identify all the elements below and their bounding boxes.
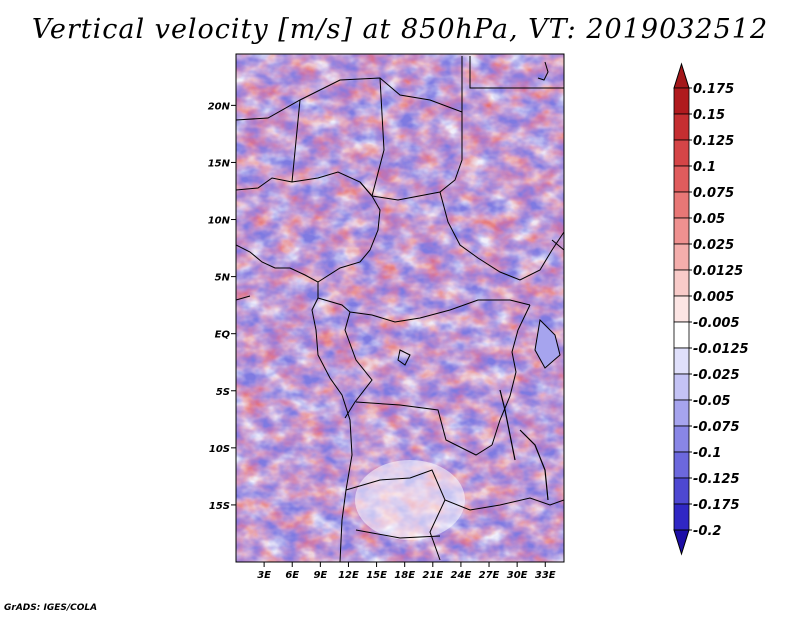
colorbar-label: -0.0125 [693, 342, 749, 357]
colorbar-label: 0.005 [693, 290, 734, 305]
colorbar-label: -0.05 [693, 394, 730, 409]
lat-label: 5S [216, 387, 230, 398]
colorbar-label: 0.175 [693, 82, 734, 97]
colorbar-min-arrow [673, 529, 690, 556]
colorbar-label: -0.025 [693, 368, 740, 383]
lon-label: 15E [366, 570, 387, 581]
lon-label: 9E [313, 570, 327, 581]
longitude-axis: 3E 6E 9E 12E 15E 18E 21E 24E 27E 30E 33E [257, 562, 556, 581]
colorbar-segment [673, 243, 690, 271]
latitude-axis: 20N 15N 10N 5N EQ 5S 10S 15S [208, 101, 236, 512]
colorbar-label: 0.1 [693, 160, 716, 175]
lon-label: 24E [451, 570, 472, 581]
colorbar-segment [673, 87, 690, 115]
colorbar-segment [673, 191, 690, 219]
lon-label: 30E [507, 570, 528, 581]
lon-label: 33E [535, 570, 556, 581]
lon-label: 27E [479, 570, 500, 581]
colorbar: 0.175 0.15 0.125 0.1 0.075 0.05 0.025 0.0125 0.0… [673, 62, 749, 556]
colorbar-label: -0.1 [693, 446, 721, 461]
colorbar-segment [673, 269, 690, 297]
colorbar-segment [673, 477, 690, 505]
lat-label: 10S [209, 444, 230, 455]
colorbar-label: -0.075 [693, 420, 740, 435]
lon-label: 18E [394, 570, 415, 581]
colorbar-label: 0.0125 [693, 264, 743, 279]
map-plot-area [236, 54, 564, 562]
lat-label: 15S [209, 501, 230, 512]
colorbar-label: 0.15 [693, 108, 725, 123]
colorbar-segment [673, 139, 690, 167]
lon-label: 3E [257, 570, 271, 581]
colorbar-max-arrow [673, 62, 690, 89]
lat-label: 20N [208, 101, 231, 112]
colorbar-label: -0.125 [693, 472, 740, 487]
colorbar-segment [673, 113, 690, 141]
colorbar-segment [673, 373, 690, 401]
lat-label: 10N [208, 216, 231, 227]
country-borders [236, 56, 564, 562]
lat-label: 5N [215, 273, 231, 284]
colorbar-segment [673, 165, 690, 193]
colorbar-label: -0.2 [693, 524, 721, 539]
map-title: Vertical velocity [m/s] at 850hPa, VT: 2… [31, 14, 769, 45]
colorbar-label: -0.005 [693, 316, 740, 331]
colorbar-label: 0.125 [693, 134, 734, 149]
map-frame [235, 53, 565, 563]
colorbar-label: 0.075 [693, 186, 734, 201]
colorbar-label: 0.025 [693, 238, 734, 253]
lat-label: 15N [208, 158, 231, 169]
colorbar-label: -0.175 [693, 498, 740, 513]
colorbar-segment [673, 295, 690, 323]
lon-label: 12E [338, 570, 359, 581]
lat-label: EQ [215, 330, 231, 341]
colorbar-segment [673, 425, 690, 453]
lon-label: 21E [422, 570, 443, 581]
colorbar-segment [673, 503, 690, 531]
colorbar-segment [673, 451, 690, 479]
software-credit: GrADS: IGES/COLA [4, 603, 98, 613]
colorbar-segment [673, 321, 690, 349]
colorbar-segment [673, 399, 690, 427]
colorbar-segment [673, 347, 690, 375]
colorbar-segment [673, 217, 690, 245]
lon-label: 6E [285, 570, 299, 581]
colorbar-label: 0.05 [693, 212, 725, 227]
